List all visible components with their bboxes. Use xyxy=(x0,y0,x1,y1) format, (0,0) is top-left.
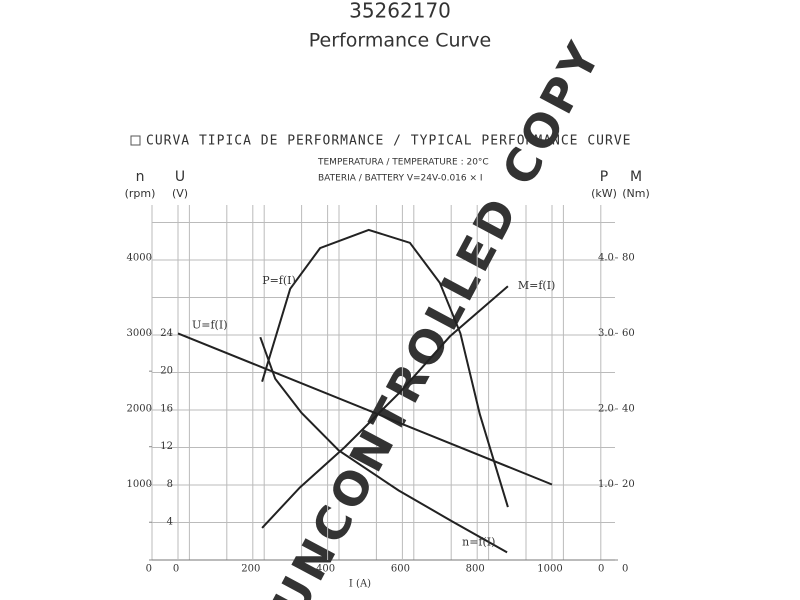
y-tick-label: 20 xyxy=(622,479,635,490)
y-axis-name: P xyxy=(600,169,608,185)
y-tick-label: 1.0 xyxy=(598,479,614,490)
y-axis-unit: (Nm) xyxy=(622,187,650,200)
x-tick-label: 800 xyxy=(466,564,485,575)
y-tick-label: 3.0 xyxy=(598,328,614,339)
y-tick-label: 80 xyxy=(622,252,635,263)
series-label: M=f(I) xyxy=(518,279,555,292)
y-axis-name: n xyxy=(136,169,145,185)
x-tick-label: 200 xyxy=(241,564,260,575)
y-tick-label: 4000 xyxy=(127,252,152,263)
y-tick-label: 20 xyxy=(160,366,173,377)
series-line xyxy=(261,228,509,508)
series-label: P=f(I) xyxy=(262,274,296,287)
series-line xyxy=(177,332,553,486)
x-axis-label: I (A) xyxy=(349,579,371,590)
series-line xyxy=(261,285,509,529)
note: BATERIA / BATTERY V=24V-0.016 × I xyxy=(318,174,483,184)
y-tick-label: 12 xyxy=(160,441,173,452)
x-tick-label: 0 xyxy=(173,564,179,575)
series-label: U=f(I) xyxy=(192,318,228,331)
chart-subtitle: Performance Curve xyxy=(309,30,492,52)
y-tick-label: 0 xyxy=(622,564,628,575)
series-line xyxy=(259,336,508,554)
x-tick-label: 400 xyxy=(316,564,335,575)
y-tick-label: 4.0 xyxy=(598,252,614,263)
chart-title: 35262170 xyxy=(349,0,451,23)
y-tick-label: 8 xyxy=(167,479,173,490)
y-axis-name: M xyxy=(630,169,642,185)
heading-box xyxy=(130,135,141,146)
y-tick-label: 4 xyxy=(167,517,173,528)
series-label: n=f(I) xyxy=(462,535,495,548)
x-tick-label: 1000 xyxy=(537,564,562,575)
note: TEMPERATURA / TEMPERATURE : 20°C xyxy=(317,158,489,168)
y-axis-unit: (kW) xyxy=(591,187,617,200)
y-tick-label: 24 xyxy=(160,328,173,339)
y-tick-label: 2000 xyxy=(127,403,152,414)
x-tick-label: 600 xyxy=(391,564,410,575)
watermark: UNCONTROLLED COPY xyxy=(262,31,613,600)
y-tick-label: 16 xyxy=(160,403,173,414)
y-axis-unit: (V) xyxy=(172,187,188,200)
y-axis-name: U xyxy=(175,169,185,185)
y-tick-label: 0 xyxy=(146,564,152,575)
y-axis-unit: (rpm) xyxy=(125,187,156,200)
y-tick-label: 0 xyxy=(598,564,604,575)
y-tick-label: 3000 xyxy=(127,328,152,339)
heading: CURVA TIPICA DE PERFORMANCE / TYPICAL PE… xyxy=(146,134,631,149)
y-tick-label: 1000 xyxy=(127,479,152,490)
y-tick-label: 40 xyxy=(622,403,635,414)
y-tick-label: 60 xyxy=(622,328,635,339)
y-tick-label: 2.0 xyxy=(598,403,614,414)
